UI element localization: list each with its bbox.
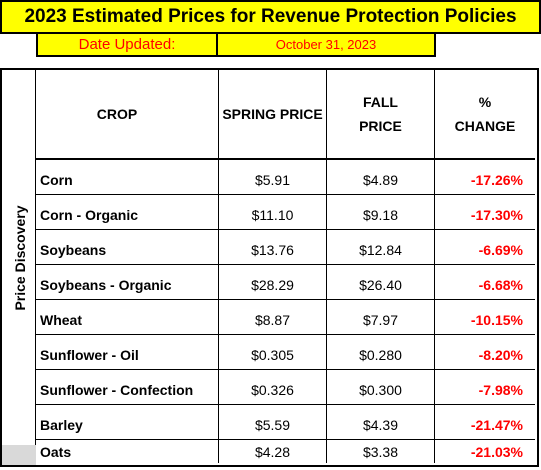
header-fall-line1: FALL [362,94,398,110]
fall-price-cell: $12.84 [327,230,435,265]
spring-price-cell: $11.10 [219,195,327,230]
fall-price-cell: $4.89 [327,160,435,195]
percent-change-cell: -8.20% [435,335,535,370]
crop-name-cell: Wheat [36,300,219,335]
spring-price-cell: $4.28 [219,440,327,463]
price-table: CROP SPRING PRICE FALL PRICE % CHANGE Corn… [36,68,539,467]
percent-change-cell: -7.98% [435,370,535,405]
page-title: 2023 Estimated Prices for Revenue Protec… [0,0,541,34]
percent-change-cell: -6.68% [435,265,535,300]
fall-price-cell: $4.39 [327,405,435,440]
header-spring-price: SPRING PRICE [219,70,327,160]
header-percent-change: % CHANGE [435,70,535,160]
spring-price-cell: $5.91 [219,160,327,195]
percent-change-cell: -10.15% [435,300,535,335]
crop-name-cell: Sunflower - Confection [36,370,219,405]
spring-price-cell: $5.59 [219,405,327,440]
spring-price-cell: $28.29 [219,265,327,300]
percent-change-cell: -21.47% [435,405,535,440]
price-discovery-side-panel: Price Discovery [0,68,36,445]
header-change-line1: % [478,94,492,110]
spring-price-cell: $8.87 [219,300,327,335]
spring-price-cell: $0.305 [219,335,327,370]
date-updated-label: Date Updated: [36,34,218,57]
crop-name-cell: Corn - Organic [36,195,219,230]
crop-name-cell: Oats [36,440,219,463]
price-discovery-label: Price Discovery [12,205,28,311]
header-fall-price: FALL PRICE [327,70,435,160]
header-fall-line2: PRICE [359,118,402,134]
header-crop: CROP [36,70,219,160]
spring-price-cell: $0.326 [219,370,327,405]
percent-change-cell: -6.69% [435,230,535,265]
fall-price-cell: $7.97 [327,300,435,335]
fall-price-cell: $3.38 [327,440,435,463]
percent-change-cell: -21.03% [470,443,523,460]
percent-change-cell: -17.30% [435,195,535,230]
date-updated-value: October 31, 2023 [218,34,436,57]
spring-price-cell: $13.76 [219,230,327,265]
crop-name-cell: Soybeans [36,230,219,265]
fall-price-cell: $26.40 [327,265,435,300]
crop-name-cell: Corn [36,160,219,195]
crop-name-cell: Sunflower - Oil [36,335,219,370]
fall-price-cell: $0.300 [327,370,435,405]
percent-change-cell: -17.26% [435,160,535,195]
grey-spacer-cell [0,445,36,467]
crop-name-cell: Barley [36,405,219,440]
crop-name-cell: Soybeans - Organic [36,265,219,300]
header-change-line2: CHANGE [454,118,516,134]
fall-price-cell: $0.280 [327,335,435,370]
fall-price-cell: $9.18 [327,195,435,230]
